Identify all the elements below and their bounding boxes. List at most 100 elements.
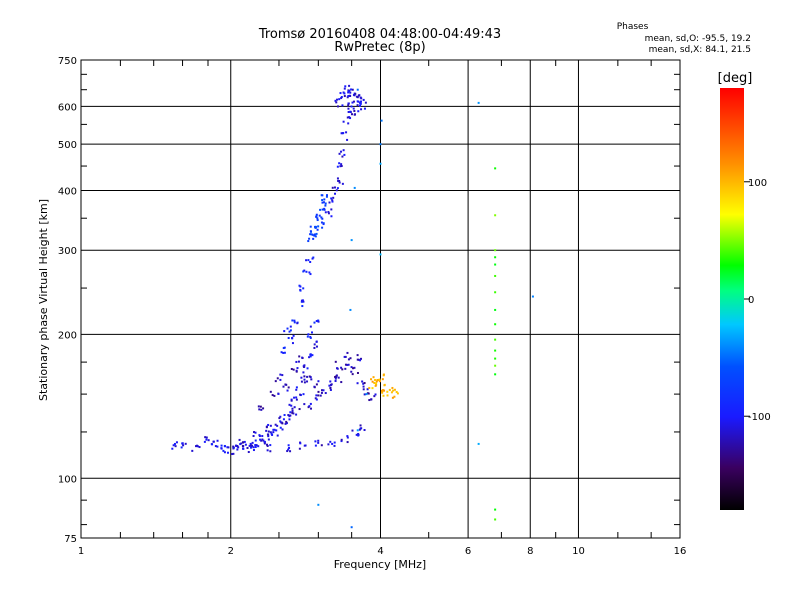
data-point	[289, 325, 292, 328]
data-point	[267, 438, 270, 441]
data-point	[352, 367, 355, 370]
data-point	[211, 443, 214, 446]
data-point	[360, 357, 363, 360]
data-point	[374, 378, 377, 381]
data-point	[329, 388, 332, 391]
data-point	[494, 364, 497, 367]
data-point	[299, 442, 302, 445]
data-point	[366, 388, 369, 391]
data-point	[319, 394, 322, 397]
data-point	[303, 364, 306, 367]
data-point	[350, 113, 353, 116]
data-point	[383, 389, 386, 392]
data-point	[266, 433, 269, 436]
data-point	[323, 198, 326, 201]
phase-stats-x: mean, sd,X: 84.1, 21.5	[648, 45, 751, 55]
data-point	[327, 210, 330, 213]
data-point	[317, 441, 320, 444]
data-point	[300, 380, 303, 383]
data-point	[317, 503, 320, 506]
colorbar-tick-label: 0	[748, 295, 754, 306]
data-point	[269, 431, 272, 434]
data-point	[290, 399, 293, 402]
data-point	[257, 405, 260, 408]
data-point	[270, 432, 273, 435]
data-point	[223, 451, 226, 454]
y-tick-label: 100	[58, 474, 77, 485]
data-point	[232, 452, 235, 455]
data-point	[494, 274, 497, 277]
data-point	[276, 434, 279, 437]
data-point	[330, 215, 333, 218]
data-point	[311, 331, 314, 334]
data-point	[349, 91, 352, 94]
data-point	[254, 439, 257, 442]
data-point	[340, 165, 343, 168]
data-point	[289, 329, 292, 332]
data-point	[336, 165, 339, 168]
data-point	[361, 380, 364, 383]
data-point	[204, 436, 207, 439]
data-point	[232, 445, 235, 448]
data-point	[196, 445, 199, 448]
data-point	[359, 96, 362, 99]
data-point	[311, 354, 314, 357]
data-point	[359, 100, 362, 103]
data-point	[195, 445, 198, 448]
data-point	[314, 444, 317, 447]
data-point	[328, 384, 331, 387]
data-point	[334, 380, 337, 383]
data-point	[226, 451, 229, 454]
data-point	[320, 221, 323, 224]
data-point	[305, 259, 308, 262]
data-point	[371, 380, 374, 383]
chart-subtitle: RwPretec (8p)	[334, 40, 426, 55]
data-point	[347, 363, 350, 366]
data-point	[299, 393, 302, 396]
data-point	[376, 379, 379, 382]
data-point	[283, 414, 286, 417]
data-point	[338, 180, 341, 183]
data-point	[341, 155, 344, 158]
data-point	[306, 380, 309, 383]
data-point	[356, 371, 359, 374]
data-point	[379, 143, 382, 146]
x-axis-label: Frequency [MHz]	[334, 558, 426, 571]
data-point	[350, 526, 353, 529]
data-point	[280, 421, 283, 424]
data-point	[172, 444, 175, 447]
colorbar-gradient	[720, 88, 744, 510]
data-point	[340, 440, 343, 443]
data-point	[315, 213, 318, 216]
data-point	[309, 233, 312, 236]
tick-labels: 1 2 4 6 8 10 16 75 100 200 300 400 500 600 750	[58, 56, 686, 557]
data-point	[351, 101, 354, 104]
data-point	[299, 285, 302, 288]
data-point	[354, 92, 357, 95]
data-point	[306, 367, 309, 370]
data-point	[347, 111, 350, 114]
data-point	[285, 422, 288, 425]
data-point	[347, 91, 350, 94]
data-point	[309, 376, 312, 379]
data-point	[395, 390, 398, 393]
data-point	[347, 90, 350, 93]
data-point	[378, 378, 381, 381]
data-point	[308, 356, 311, 359]
data-point	[302, 300, 305, 303]
data-point	[281, 422, 284, 425]
data-point	[494, 167, 497, 170]
data-point	[353, 186, 356, 189]
data-point	[332, 196, 335, 199]
data-point	[260, 408, 263, 411]
data-point	[279, 415, 282, 418]
data-point	[282, 385, 285, 388]
data-point	[278, 417, 281, 420]
data-point	[321, 226, 324, 229]
data-point	[320, 389, 323, 392]
data-point	[322, 389, 325, 392]
data-point	[346, 116, 349, 119]
data-point	[182, 444, 185, 447]
data-point	[344, 367, 347, 370]
